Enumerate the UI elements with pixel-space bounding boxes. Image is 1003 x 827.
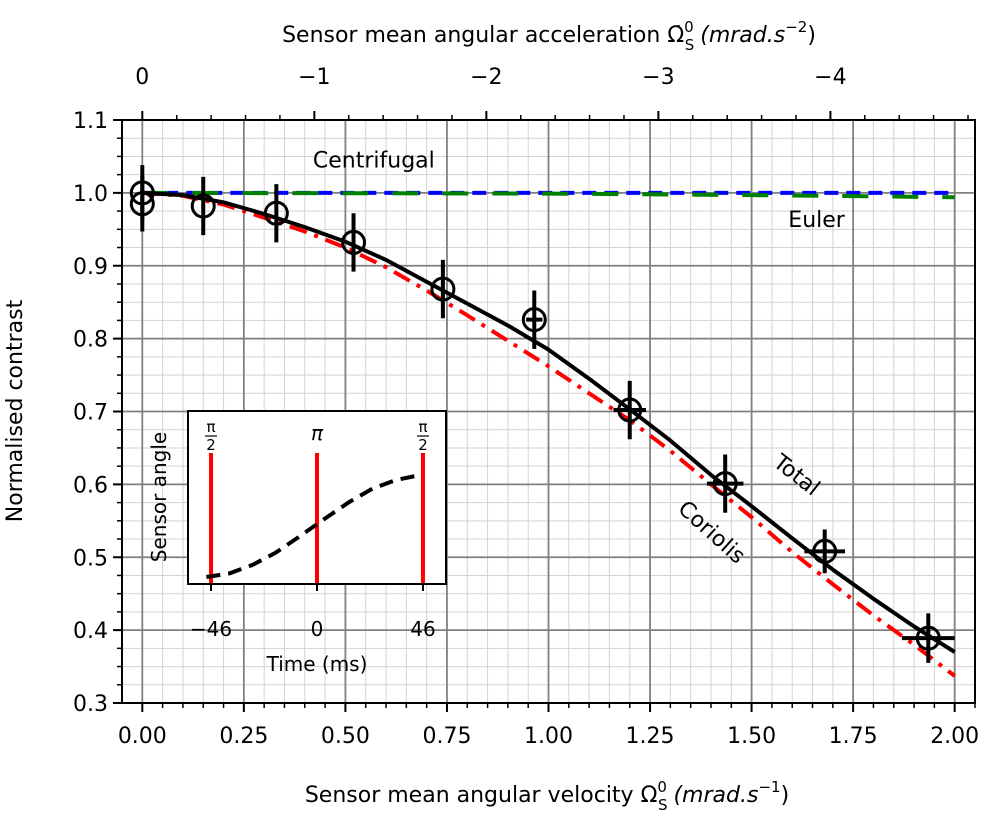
data-point (263, 184, 289, 243)
data-point (129, 165, 155, 221)
data-point (430, 259, 456, 319)
ticks: 0.00 0.25 0.50 0.75 1.00 1.25 1.50 1.75 2.000.30… (73, 65, 979, 749)
point-marker (129, 180, 155, 206)
y-tick-label: 0.9 (73, 255, 108, 280)
inset-x-tick-label: −46 (190, 617, 232, 641)
y-tick-label: 0.6 (73, 473, 108, 498)
point-marker (915, 625, 941, 651)
data-points (129, 165, 955, 663)
inset-pulse-label-num: π (207, 418, 216, 436)
top-tick-label: −3 (642, 65, 674, 90)
inset-y-axis-label: Sensor angle (147, 432, 171, 562)
inset-pulse-label-num: π (418, 418, 427, 436)
inset-pulse-label-den: 2 (418, 436, 428, 454)
y-tick-label: 1.0 (73, 182, 108, 207)
y-tick-label: 0.5 (73, 546, 108, 571)
top-tick-label: −1 (298, 65, 330, 90)
point-marker (812, 538, 838, 564)
data-point (706, 454, 744, 513)
data-point (901, 613, 955, 663)
y-axis-label: Normalised contrast (3, 299, 28, 522)
x-tick-label: 0.50 (321, 724, 370, 749)
annotation-centrifugal: Centrifugal (313, 148, 435, 173)
x-axis-label: Sensor mean angular velocity Ω0 S (mrad.s−… (305, 778, 789, 814)
x-tick-label: 2.00 (930, 724, 979, 749)
y-tick-label: 1.1 (73, 109, 108, 134)
x-tick-label: 0.25 (219, 724, 268, 749)
inset-x-axis-label: Time (ms) (266, 652, 368, 676)
data-point (613, 380, 646, 440)
x-tick-label: 0.75 (422, 724, 471, 749)
point-marker (263, 200, 289, 226)
y-tick-label: 0.3 (73, 692, 108, 717)
inset-pulse-label-den: 2 (206, 436, 216, 454)
y-tick-label: 0.8 (73, 328, 108, 353)
x-tick-label: 1.00 (524, 724, 573, 749)
point-marker (521, 307, 547, 333)
top-axis-label: Sensor mean angular acceleration Ω̇0 S (mr… (282, 18, 816, 54)
point-marker (190, 193, 216, 219)
point-marker (341, 229, 367, 255)
point-marker (617, 397, 643, 423)
inset-angle-curve (206, 473, 419, 579)
x-tick-label: 1.75 (829, 724, 878, 749)
data-point (190, 176, 216, 236)
x-tick-label: 1.25 (626, 724, 675, 749)
y-tick-label: 0.7 (73, 401, 108, 426)
y-tick-label: 0.4 (73, 619, 108, 644)
inset-x-tick-label: 46 (410, 617, 435, 641)
top-tick-label: −2 (470, 65, 502, 90)
top-tick-label: −4 (814, 65, 846, 90)
top-tick-label: 0 (135, 65, 149, 90)
series-line-coriolis (142, 190, 956, 678)
x-tick-label: 1.50 (727, 724, 776, 749)
inset-pulse-label: π (311, 421, 324, 445)
annotation-total: Total (767, 449, 824, 501)
annotation-euler: Euler (788, 208, 845, 233)
x-tick-label: 0.00 (118, 724, 167, 749)
inset-x-tick-label: 0 (311, 617, 324, 641)
data-point (804, 529, 846, 574)
data-point (521, 290, 547, 349)
point-marker (712, 471, 738, 497)
point-marker (430, 276, 456, 302)
series-line-euler (142, 190, 955, 200)
data-point (341, 213, 367, 272)
